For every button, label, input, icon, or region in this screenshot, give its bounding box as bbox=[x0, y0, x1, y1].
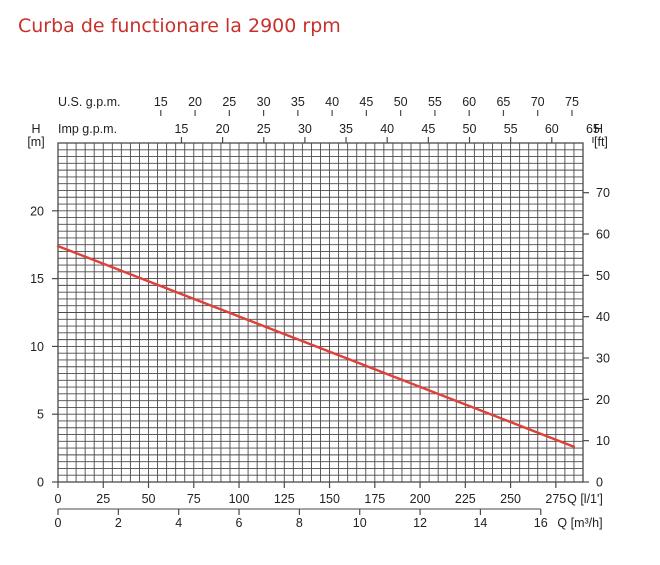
tick-label-us-gpm: 65 bbox=[496, 95, 510, 109]
tick-label-q-m3h: 8 bbox=[296, 516, 303, 530]
tick-label-q-lmin: 0 bbox=[55, 492, 62, 506]
tick-label-imp-gpm: 30 bbox=[298, 122, 312, 136]
tick-label-imp-gpm: 50 bbox=[463, 122, 477, 136]
axis-unit-h-m: [m] bbox=[27, 135, 44, 149]
tick-label-h-ft: 10 bbox=[596, 434, 610, 448]
tick-label-h-ft: 70 bbox=[596, 186, 610, 200]
tick-label-h-ft: 60 bbox=[596, 228, 610, 242]
tick-label-q-lmin: 250 bbox=[500, 492, 521, 506]
tick-label-h-ft: 30 bbox=[596, 352, 610, 366]
tick-label-q-m3h: 14 bbox=[473, 516, 487, 530]
tick-label-q-lmin: 125 bbox=[274, 492, 295, 506]
tick-label-h-ft: 50 bbox=[596, 269, 610, 283]
grid bbox=[57, 142, 584, 483]
axis-label-us-gpm: U.S. g.p.m. bbox=[58, 95, 121, 109]
tick-label-us-gpm: 25 bbox=[222, 95, 236, 109]
tick-label-q-m3h: 12 bbox=[413, 516, 427, 530]
tick-label-imp-gpm: 15 bbox=[174, 122, 188, 136]
tick-label-q-lmin: 150 bbox=[319, 492, 340, 506]
axis-label-h-ft: H bbox=[594, 122, 603, 136]
tick-label-h-m: 15 bbox=[30, 272, 44, 286]
axis-label-h-m: H bbox=[31, 122, 40, 136]
tick-label-us-gpm: 15 bbox=[154, 95, 168, 109]
tick-label-h-m: 5 bbox=[37, 408, 44, 422]
tick-label-q-lmin: 175 bbox=[364, 492, 385, 506]
tick-label-h-ft: 0 bbox=[596, 476, 603, 490]
chart-title: Curba de functionare la 2900 rpm bbox=[18, 15, 341, 37]
tick-label-q-lmin: 275 bbox=[545, 492, 566, 506]
tick-label-q-lmin: 100 bbox=[229, 492, 250, 506]
tick-label-imp-gpm: 45 bbox=[421, 122, 435, 136]
tick-label-imp-gpm: 65 bbox=[586, 122, 600, 136]
tick-label-h-ft: 20 bbox=[596, 393, 610, 407]
tick-label-imp-gpm: 35 bbox=[339, 122, 353, 136]
tick-label-us-gpm: 50 bbox=[394, 95, 408, 109]
tick-label-h-m: 10 bbox=[30, 340, 44, 354]
axis-label-q-m3h: Q [m³/h] bbox=[557, 516, 602, 530]
tick-label-q-m3h: 0 bbox=[55, 516, 62, 530]
tick-label-us-gpm: 60 bbox=[462, 95, 476, 109]
tick-label-imp-gpm: 55 bbox=[504, 122, 518, 136]
tick-label-us-gpm: 75 bbox=[565, 95, 579, 109]
tick-label-h-ft: 40 bbox=[596, 310, 610, 324]
tick-label-h-m: 20 bbox=[30, 204, 44, 218]
tick-label-us-gpm: 45 bbox=[359, 95, 373, 109]
tick-label-imp-gpm: 60 bbox=[545, 122, 559, 136]
tick-label-q-lmin: 200 bbox=[410, 492, 431, 506]
tick-label-imp-gpm: 20 bbox=[216, 122, 230, 136]
tick-label-q-m3h: 16 bbox=[534, 516, 548, 530]
tick-label-us-gpm: 70 bbox=[531, 95, 545, 109]
tick-label-q-m3h: 6 bbox=[236, 516, 243, 530]
tick-label-q-lmin: 225 bbox=[455, 492, 476, 506]
tick-label-us-gpm: 40 bbox=[325, 95, 339, 109]
tick-label-imp-gpm: 25 bbox=[257, 122, 271, 136]
tick-label-us-gpm: 55 bbox=[428, 95, 442, 109]
tick-label-imp-gpm: 40 bbox=[380, 122, 394, 136]
axis-unit-h-ft: [ft] bbox=[594, 135, 608, 149]
tick-label-us-gpm: 20 bbox=[188, 95, 202, 109]
tick-label-us-gpm: 35 bbox=[291, 95, 305, 109]
tick-label-q-m3h: 2 bbox=[115, 516, 122, 530]
performance-curve bbox=[56, 244, 576, 448]
axis-label-q-lmin: Q [l/1'] bbox=[567, 492, 603, 506]
series bbox=[56, 244, 576, 448]
axis-label-imp-gpm: Imp g.p.m. bbox=[58, 122, 117, 136]
tick-label-q-lmin: 75 bbox=[187, 492, 201, 506]
tick-label-q-m3h: 4 bbox=[175, 516, 182, 530]
tick-label-h-m: 0 bbox=[37, 476, 44, 490]
tick-label-q-m3h: 10 bbox=[353, 516, 367, 530]
tick-label-q-lmin: 50 bbox=[142, 492, 156, 506]
tick-label-us-gpm: 30 bbox=[257, 95, 271, 109]
tick-label-q-lmin: 25 bbox=[96, 492, 110, 506]
